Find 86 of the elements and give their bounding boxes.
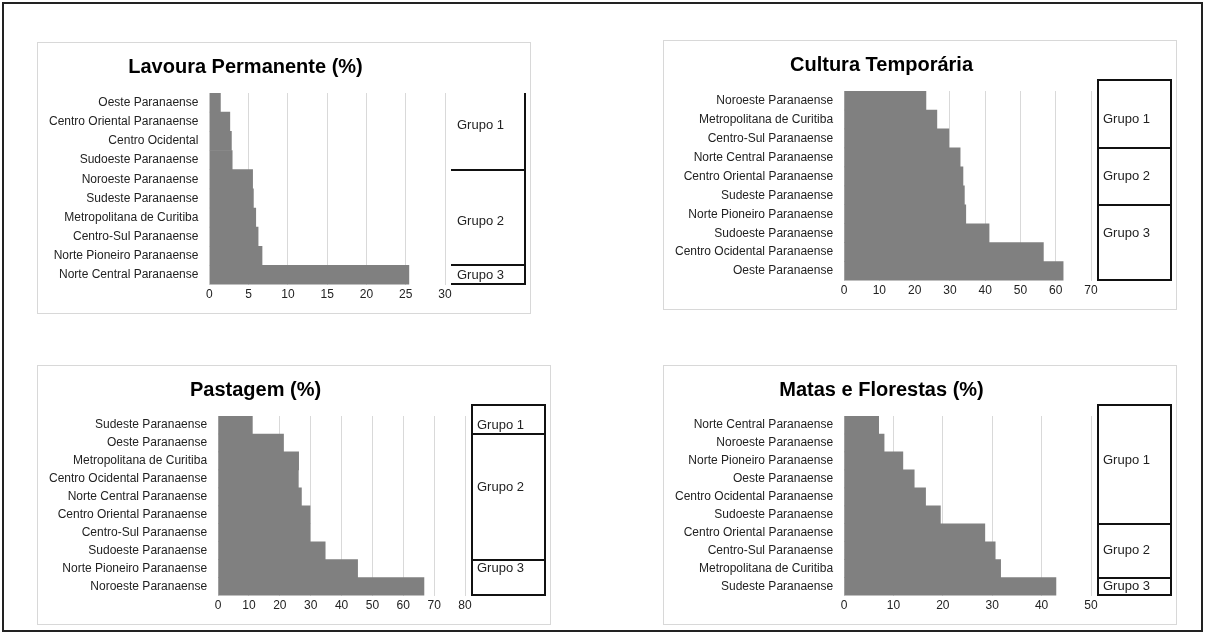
y-tick-label: Norte Pioneiro Paranaense bbox=[688, 206, 834, 221]
text: Grupo 1 bbox=[457, 117, 504, 133]
text: Grupo 1 bbox=[477, 416, 524, 432]
y-tick-label: Norte Central Paranaense bbox=[59, 267, 199, 282]
y-tick-label: Norte Pioneiro Paranaense bbox=[688, 453, 834, 468]
x-tick-label: 40 bbox=[334, 598, 349, 613]
x-tick-label: 5 bbox=[245, 287, 253, 302]
x-tick-label: 30 bbox=[304, 598, 318, 613]
x-tick-label: 25 bbox=[399, 287, 413, 302]
text: Grupo 3 bbox=[1103, 578, 1150, 594]
y-tick-label: Noroeste Paranaense bbox=[716, 435, 834, 450]
x-tick-label: 30 bbox=[985, 598, 1000, 613]
y-tick-label: Metropolitana de Curitiba bbox=[699, 111, 834, 126]
y-tick-label: Centro Ocidental Paranaense bbox=[48, 471, 208, 486]
y-tick-label: Sudeste Paranaense bbox=[86, 190, 199, 205]
y-tick-label: Centro Ocidental Paranaense bbox=[674, 244, 834, 259]
y-tick-label: Centro-Sul Paranaense bbox=[81, 525, 208, 540]
y-tick-label: Centro Oriental Paranaense bbox=[49, 114, 199, 129]
y-tick-label: Centro-Sul Paranaense bbox=[73, 229, 199, 244]
x-tick-label: 0 bbox=[206, 287, 214, 302]
y-tick-label: Norte Pioneiro Paranaense bbox=[53, 248, 199, 263]
text: Grupo 2 bbox=[1103, 167, 1150, 183]
y-tick-label: Sudoeste Paranaense bbox=[714, 507, 834, 522]
chart-title: Matas e Florestas (%) bbox=[779, 377, 984, 400]
y-tick-label: Norte Central Paranaense bbox=[693, 417, 834, 432]
text: Grupo 1 bbox=[1103, 111, 1150, 127]
y-tick-label: Sudoeste Paranaense bbox=[714, 225, 834, 240]
x-tick-label: 30 bbox=[438, 287, 452, 302]
y-tick-label: Norte Central Paranaense bbox=[67, 489, 208, 504]
x-tick-label: 60 bbox=[396, 598, 411, 613]
x-tick-label: 40 bbox=[978, 283, 993, 298]
x-tick-label: 10 bbox=[872, 283, 887, 298]
text: Grupo 2 bbox=[1103, 542, 1150, 558]
y-tick-label: Centro Oriental Paranaense bbox=[57, 507, 208, 522]
text: Grupo 3 bbox=[1103, 224, 1150, 240]
y-tick-label: Noroeste Paranaense bbox=[716, 92, 834, 107]
chart-title: Pastagem (%) bbox=[189, 377, 322, 400]
y-tick-label: Norte Pioneiro Paranaense bbox=[62, 560, 208, 575]
y-tick-label: Centro-Sul Paranaense bbox=[707, 543, 834, 558]
x-tick-label: 40 bbox=[1034, 598, 1049, 613]
y-tick-label: Centro Ocidental bbox=[108, 133, 199, 148]
x-tick-label: 0 bbox=[840, 598, 848, 613]
y-tick-label: Oeste Paranaense bbox=[733, 471, 834, 486]
chart-title: Cultura Temporária bbox=[790, 52, 974, 75]
x-tick-label: 20 bbox=[936, 598, 950, 613]
x-tick-label: 80 bbox=[458, 598, 472, 613]
x-tick-label: 10 bbox=[281, 287, 295, 302]
x-tick-label: 50 bbox=[1013, 283, 1028, 298]
y-tick-label: Centro Oriental Paranaense bbox=[683, 525, 834, 540]
text: Grupo 3 bbox=[477, 560, 524, 576]
y-tick-label: Metropolitana de Curitiba bbox=[64, 209, 199, 224]
y-tick-label: Noroeste Paranaense bbox=[90, 578, 208, 593]
text: Grupo 3 bbox=[457, 266, 504, 282]
y-tick-label: Sudoeste Paranaense bbox=[88, 543, 208, 558]
y-tick-label: Sudeste Paranaense bbox=[721, 578, 834, 593]
y-tick-label: Metropolitana de Curitiba bbox=[699, 560, 834, 575]
text: Grupo 2 bbox=[477, 479, 524, 495]
x-tick-label: 60 bbox=[1049, 283, 1063, 298]
y-tick-label: Sudeste Paranaense bbox=[721, 187, 834, 202]
x-tick-label: 20 bbox=[273, 598, 287, 613]
x-tick-label: 30 bbox=[943, 283, 957, 298]
y-tick-label: Norte Central Paranaense bbox=[693, 149, 834, 164]
y-tick-label: Centro Oriental Paranaense bbox=[683, 168, 834, 183]
x-tick-label: 50 bbox=[1084, 598, 1098, 613]
x-tick-label: 0 bbox=[214, 598, 222, 613]
chart-title: Lavoura Permanente (%) bbox=[128, 54, 363, 77]
y-tick-label: Oeste Paranaense bbox=[107, 435, 208, 450]
x-tick-label: 20 bbox=[907, 283, 922, 298]
text: Grupo 1 bbox=[1103, 452, 1150, 468]
y-tick-label: Metropolitana de Curitiba bbox=[73, 453, 208, 468]
y-tick-label: Sudeste Paranaense bbox=[95, 417, 208, 432]
x-tick-label: 20 bbox=[359, 287, 374, 302]
x-tick-label: 10 bbox=[242, 598, 256, 613]
x-tick-label: 15 bbox=[320, 287, 335, 302]
y-tick-label: Centro Ocidental Paranaense bbox=[674, 489, 834, 504]
x-tick-label: 0 bbox=[840, 283, 848, 298]
x-tick-label: 70 bbox=[1084, 283, 1098, 298]
y-tick-label: Sudoeste Paranaense bbox=[79, 152, 199, 167]
x-tick-label: 50 bbox=[365, 598, 380, 613]
y-tick-label: Centro-Sul Paranaense bbox=[707, 130, 834, 145]
y-tick-label: Oeste Paranaense bbox=[733, 263, 834, 278]
y-tick-label: Noroeste Paranaense bbox=[81, 171, 199, 186]
text: Grupo 2 bbox=[457, 212, 504, 228]
y-tick-label: Oeste Paranaense bbox=[98, 94, 199, 109]
x-tick-label: 10 bbox=[886, 598, 901, 613]
x-tick-label: 70 bbox=[427, 598, 442, 613]
